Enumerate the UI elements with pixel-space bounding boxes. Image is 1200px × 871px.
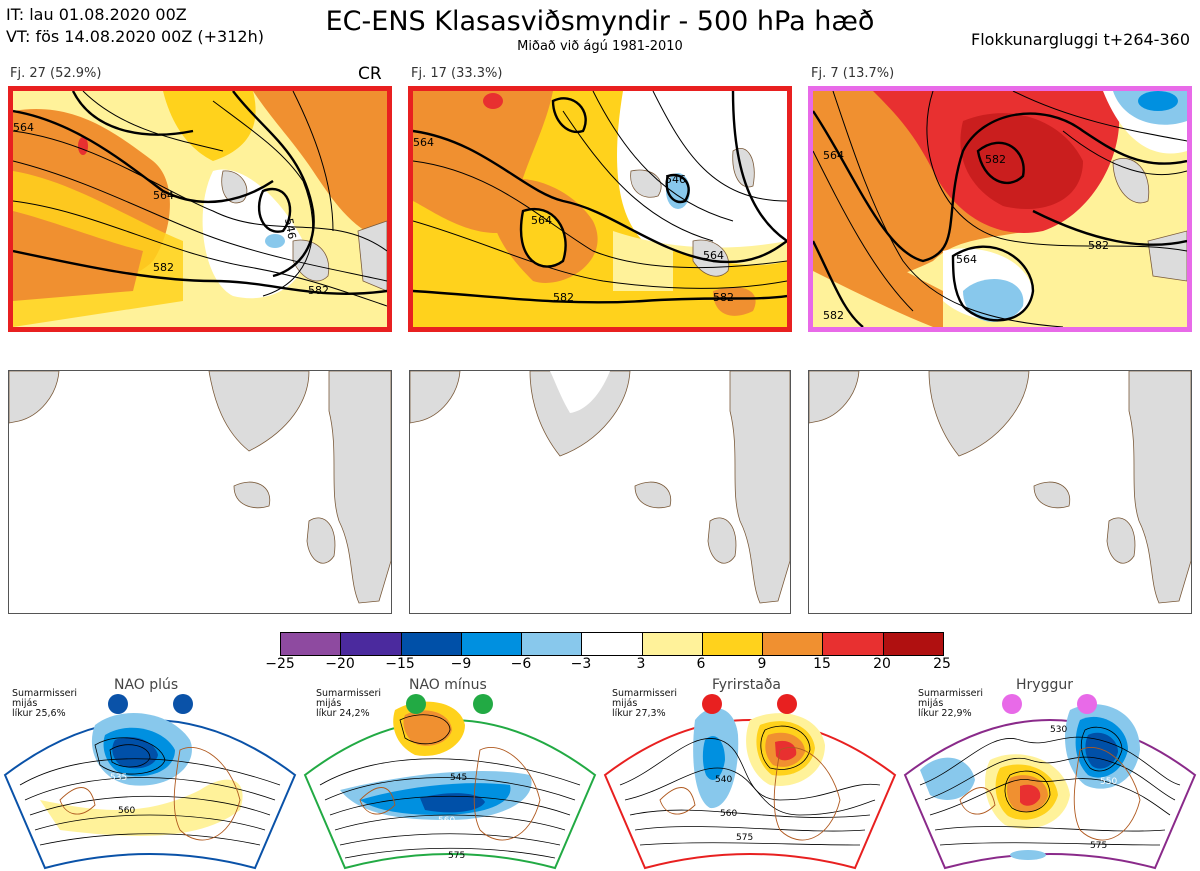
colorbar-label: 20 xyxy=(873,656,891,672)
cluster-3-label: Fj. 7 (13.7%) xyxy=(811,66,895,81)
regime-2-map: 545 560 575 xyxy=(303,694,597,870)
colorbar-label: −20 xyxy=(325,656,355,672)
regime-3-note: Sumarmisseri mijás líkur 27,3% xyxy=(612,688,678,719)
basemap-2 xyxy=(409,370,791,614)
cluster-1-label: Fj. 27 (52.9%) xyxy=(10,66,102,81)
colorbar-label: −6 xyxy=(510,656,532,672)
cluster-3-contour-label: 564 xyxy=(956,253,977,266)
colorbar-label: −15 xyxy=(385,656,415,672)
it-line: IT: lau 01.08.2020 00Z xyxy=(6,5,187,24)
regime-2-title: NAO mínus xyxy=(409,677,487,693)
cluster-1-contour-label: 582 xyxy=(308,284,329,297)
regime-3-map: 540 560 575 xyxy=(603,694,897,870)
cluster-3-contour-label: 582 xyxy=(823,309,844,322)
cluster-1-contour-label: 582 xyxy=(153,261,174,274)
regime-4-contour: 575 xyxy=(1090,841,1107,851)
colorbar-swatch xyxy=(763,633,824,655)
cluster-2-contour-label: 546 xyxy=(665,173,686,186)
regime-3-title: Fyrirstaða xyxy=(712,677,781,693)
colorbar-swatch xyxy=(341,633,402,655)
regime-1-title: NAO plús xyxy=(114,677,179,693)
cluster-2-label: Fj. 17 (33.3%) xyxy=(411,66,503,81)
cluster-2-contour-label: 582 xyxy=(713,291,734,304)
cluster-2-contour-label: 564 xyxy=(531,214,552,227)
regime-3-contour: 560 xyxy=(720,809,737,819)
regime-3-contour: 540 xyxy=(715,775,732,785)
colorbar-label: 15 xyxy=(813,656,831,672)
page-subtitle: Miðað við ágú 1981-2010 xyxy=(517,39,683,54)
colorbar-swatch xyxy=(522,633,583,655)
page-title: EC-ENS Klasasviðsmyndir - 500 hPa hæð xyxy=(325,6,875,37)
cluster-2-contour-label: 582 xyxy=(553,291,574,304)
colorbar-swatch xyxy=(702,633,764,655)
regime-1-note: Sumarmisseri mijás líkur 25,6% xyxy=(12,688,78,719)
regime-2-contour: 560 xyxy=(438,816,455,826)
regime-2-contour: 575 xyxy=(448,851,465,861)
colorbar-swatch xyxy=(281,633,342,655)
regime-1-map: 535 560 xyxy=(3,694,297,870)
cluster-1-contour-label: 546 xyxy=(282,217,298,240)
regime-4-title: Hryggur xyxy=(1016,677,1073,693)
colorbar-label: 3 xyxy=(636,656,646,672)
cluster-1-map: 564 564 546 582 582 xyxy=(8,86,392,332)
colorbar-label: 6 xyxy=(696,656,706,672)
header-info: IT: lau 01.08.2020 00Z VT: fös 14.08.202… xyxy=(6,4,264,48)
colorbar-swatch xyxy=(461,633,523,655)
cluster-1-tag: CR xyxy=(358,64,382,84)
colorbar xyxy=(280,632,944,656)
colorbar-swatch xyxy=(883,633,943,655)
cluster-2-contour-label: 564 xyxy=(413,136,434,149)
colorbar-label: 25 xyxy=(933,656,951,672)
cluster-3-contour-label: 582 xyxy=(985,153,1006,166)
regime-4-contour: 550 xyxy=(1100,777,1117,787)
cluster-2-map: 564 564 546 564 582 582 xyxy=(408,86,792,332)
regime-2-note: Sumarmisseri mijás líkur 24,2% xyxy=(316,688,382,719)
basemap-1 xyxy=(8,370,392,614)
regime-2-contour: 545 xyxy=(450,773,467,783)
colorbar-label: −25 xyxy=(265,656,295,672)
colorbar-swatch xyxy=(401,633,462,655)
cluster-1-contour-label: 564 xyxy=(13,121,34,134)
cluster-2-contour-label: 564 xyxy=(703,249,724,262)
colorbar-swatch xyxy=(642,633,703,655)
cluster-window: Flokkunargluggi t+264-360 xyxy=(971,30,1190,49)
colorbar-label: −9 xyxy=(450,656,472,672)
cluster-3-map: 564 582 564 582 582 xyxy=(808,86,1192,332)
regime-4-note: Sumarmisseri mijás líkur 22,9% xyxy=(918,688,984,719)
regime-4-contour: 530 xyxy=(1050,725,1067,735)
cluster-3-contour-label: 582 xyxy=(1088,239,1109,252)
regime-1-contour: 560 xyxy=(118,806,135,816)
colorbar-label: 9 xyxy=(757,656,767,672)
cluster-3-contour-label: 564 xyxy=(823,149,844,162)
regime-1-contour: 535 xyxy=(110,773,127,783)
regime-3-contour: 575 xyxy=(736,833,753,843)
regime-4-map: 530 550 575 xyxy=(903,694,1197,870)
colorbar-swatch xyxy=(582,633,643,655)
vt-line: VT: fös 14.08.2020 00Z (+312h) xyxy=(6,27,264,46)
colorbar-swatch xyxy=(823,633,884,655)
basemap-3 xyxy=(808,370,1192,614)
colorbar-label: −3 xyxy=(570,656,592,672)
cluster-1-contour-label: 564 xyxy=(153,189,174,202)
